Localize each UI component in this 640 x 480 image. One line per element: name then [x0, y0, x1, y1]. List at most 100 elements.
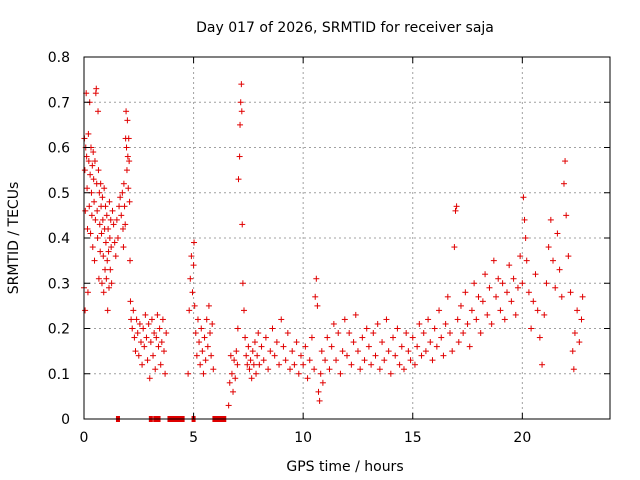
data-point: [232, 375, 239, 382]
data-point: [125, 185, 132, 192]
data-point: [144, 357, 151, 364]
data-point: [234, 325, 241, 332]
data-point: [457, 302, 464, 309]
data-point: [405, 348, 412, 355]
data-point: [105, 284, 112, 291]
data-point: [238, 108, 245, 115]
data-point: [123, 144, 130, 151]
data-point: [98, 280, 105, 287]
data-point: [454, 316, 461, 323]
data-point: [158, 339, 165, 346]
y-tick-labels: 0 0.1 0.2 0.3 0.4 0.5 0.6 0.7 0.8: [48, 50, 70, 428]
data-point: [381, 357, 388, 364]
data-point: [400, 366, 407, 373]
data-point: [578, 316, 585, 323]
data-point: [81, 167, 88, 174]
data-point: [102, 203, 109, 210]
data-point: [122, 221, 129, 228]
data-point: [350, 339, 357, 346]
data-point: [482, 271, 489, 278]
data-point: [510, 275, 517, 282]
data-point: [194, 316, 201, 323]
data-point: [562, 158, 569, 165]
data-point: [199, 348, 206, 355]
data-point: [265, 366, 272, 373]
data-point: [295, 370, 302, 377]
data-point: [357, 366, 364, 373]
y-tick-label: 0.6: [48, 141, 70, 157]
data-point: [121, 203, 128, 210]
data-point: [107, 216, 114, 223]
data-point: [442, 320, 449, 327]
data-point: [142, 311, 149, 318]
data-point: [552, 284, 559, 291]
data-point: [87, 171, 94, 178]
data-point: [145, 320, 152, 327]
data-point: [237, 99, 244, 106]
data-point: [100, 289, 107, 296]
data-point: [433, 343, 440, 350]
data-point: [453, 203, 460, 210]
data-point: [203, 316, 210, 323]
data-point: [249, 348, 256, 355]
data-point: [201, 334, 208, 341]
data-point: [196, 339, 203, 346]
chart-title: Day 017 of 2026, SRMTID for receiver saj…: [196, 20, 494, 36]
data-point: [479, 298, 486, 305]
data-point: [543, 280, 550, 287]
data-point: [82, 207, 89, 214]
data-point: [127, 257, 134, 264]
data-point: [365, 343, 372, 350]
data-point: [234, 361, 241, 368]
data-point: [251, 339, 258, 346]
data-point: [271, 352, 278, 359]
data-point: [372, 352, 379, 359]
data-point: [243, 352, 250, 359]
data-point: [387, 370, 394, 377]
data-point: [96, 221, 103, 228]
data-point: [396, 361, 403, 368]
data-point: [120, 180, 127, 187]
data-point: [204, 343, 211, 350]
data-point: [308, 334, 315, 341]
data-point: [124, 153, 131, 160]
data-point: [128, 316, 135, 323]
data-point: [522, 235, 529, 241]
data-point: [89, 162, 96, 169]
data-point: [473, 316, 480, 323]
data-point: [202, 357, 209, 364]
data-point: [123, 108, 130, 115]
data-point: [427, 339, 434, 346]
data-point: [236, 153, 243, 160]
data-point: [374, 320, 381, 327]
data-point: [306, 357, 313, 364]
data-point: [312, 293, 319, 300]
data-point: [273, 339, 280, 346]
data-point: [514, 284, 521, 291]
data-point: [188, 253, 195, 260]
data-point: [134, 330, 141, 337]
data-point: [125, 135, 132, 142]
data-point: [486, 284, 493, 291]
data-point: [563, 212, 570, 219]
data-point: [260, 357, 267, 364]
data-point: [560, 180, 567, 187]
x-tick-labels: 0 5 10 15 20: [80, 430, 532, 446]
data-point: [187, 275, 194, 282]
data-point: [451, 244, 458, 251]
data-point: [135, 352, 142, 359]
data-point: [359, 334, 366, 341]
data-point: [239, 280, 246, 287]
data-point: [425, 316, 432, 323]
data-point: [409, 334, 416, 341]
data-point: [322, 357, 329, 364]
data-point: [247, 357, 254, 364]
data-point: [210, 366, 217, 373]
data-point: [95, 108, 102, 115]
data-point: [227, 352, 234, 359]
data-point: [189, 289, 196, 296]
data-point: [91, 158, 98, 165]
data-point: [90, 176, 97, 183]
data-point: [523, 257, 530, 264]
